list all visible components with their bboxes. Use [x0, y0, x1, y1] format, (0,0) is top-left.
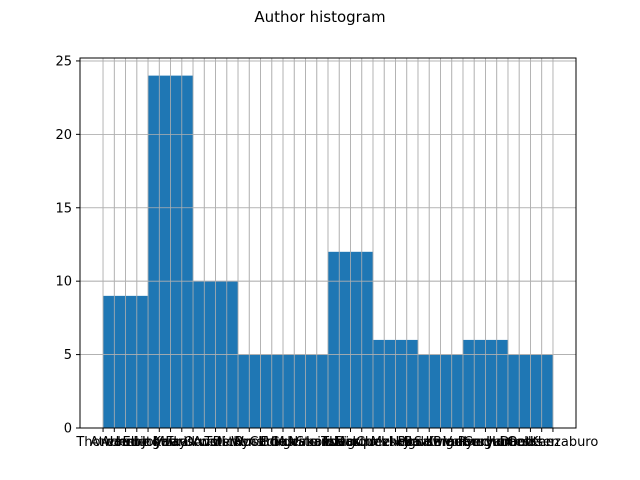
x-tick-label: Rushdie [235, 435, 287, 450]
x-tick-label: Pynchon [458, 435, 513, 450]
axes-frame [79, 57, 577, 429]
x-tick-label: Chekhov [356, 435, 413, 450]
x-tick-label: Salinger [414, 435, 468, 450]
y-tick-label: 0 [64, 422, 72, 437]
x-tick-label: Borges [261, 435, 306, 450]
x-tick-label: Atwood [90, 435, 139, 450]
x-tick-label: Bradbury [433, 435, 493, 450]
grid-overlay [80, 58, 576, 429]
x-axis: ThoreauAtwoodAchebeEliotHemingwayJoyceKa… [75, 428, 598, 450]
x-tick-label: Twain [320, 435, 357, 450]
y-axis: 0 5 10 15 20 25 [55, 54, 80, 437]
x-tick-label: Cervantes [464, 435, 530, 450]
x-tick-label: Marquez [334, 435, 390, 450]
y-tick-label: 10 [55, 275, 72, 290]
x-tick-label: Oe Kenzaburo [508, 435, 599, 450]
chart-title: Author histogram [254, 8, 385, 26]
y-tick-label: 15 [55, 201, 72, 216]
x-tick-label: Woolf [231, 435, 268, 450]
x-tick-label: Tolstoy [203, 435, 249, 450]
x-tick-label: Morrison [154, 435, 210, 450]
x-tick-label: Baldwin [404, 435, 455, 450]
x-tick-label: Camus [249, 435, 294, 450]
x-tick-label: Eliot [123, 435, 152, 450]
x-tick-label: Vonnegut [443, 435, 505, 450]
x-tick-label: Proust [398, 435, 439, 450]
x-tick-label: Steinbeck [296, 435, 361, 450]
x-tick-label: Kafka [152, 435, 188, 450]
x-tick-label: Calvino [270, 435, 318, 450]
x-tick-label: Achebe [101, 435, 149, 450]
x-tick-label: Ibsen [524, 435, 559, 450]
x-tick-label: Nabokov [288, 435, 345, 450]
x-tick-label: Hemingway [110, 435, 187, 450]
x-tick-label: Orwell [184, 435, 225, 450]
x-tick-label: Hugo [390, 435, 424, 450]
x-tick-label: Melville [371, 435, 420, 450]
x-tick-label: Thoreau [75, 435, 129, 450]
x-tick-label: Kerouac [426, 435, 478, 450]
x-tick-label: Austen [193, 435, 238, 450]
x-tick-label: Dickens [213, 435, 264, 450]
x-tick-label: Faulkner [165, 435, 221, 450]
x-tick-label: Homer [486, 435, 530, 450]
x-tick-label: Joyce [141, 435, 177, 450]
x-tick-label: Goethe [507, 435, 554, 450]
x-tick-label: Ishiguro [325, 435, 377, 450]
x-tick-label: Murakami [273, 435, 337, 450]
y-tick-label: 25 [55, 54, 72, 69]
y-tick-label: 20 [55, 128, 72, 143]
x-tick-label: Dante [500, 435, 539, 450]
y-tick-label: 5 [64, 348, 72, 363]
x-tick-label: Dostoevsky [335, 435, 410, 450]
